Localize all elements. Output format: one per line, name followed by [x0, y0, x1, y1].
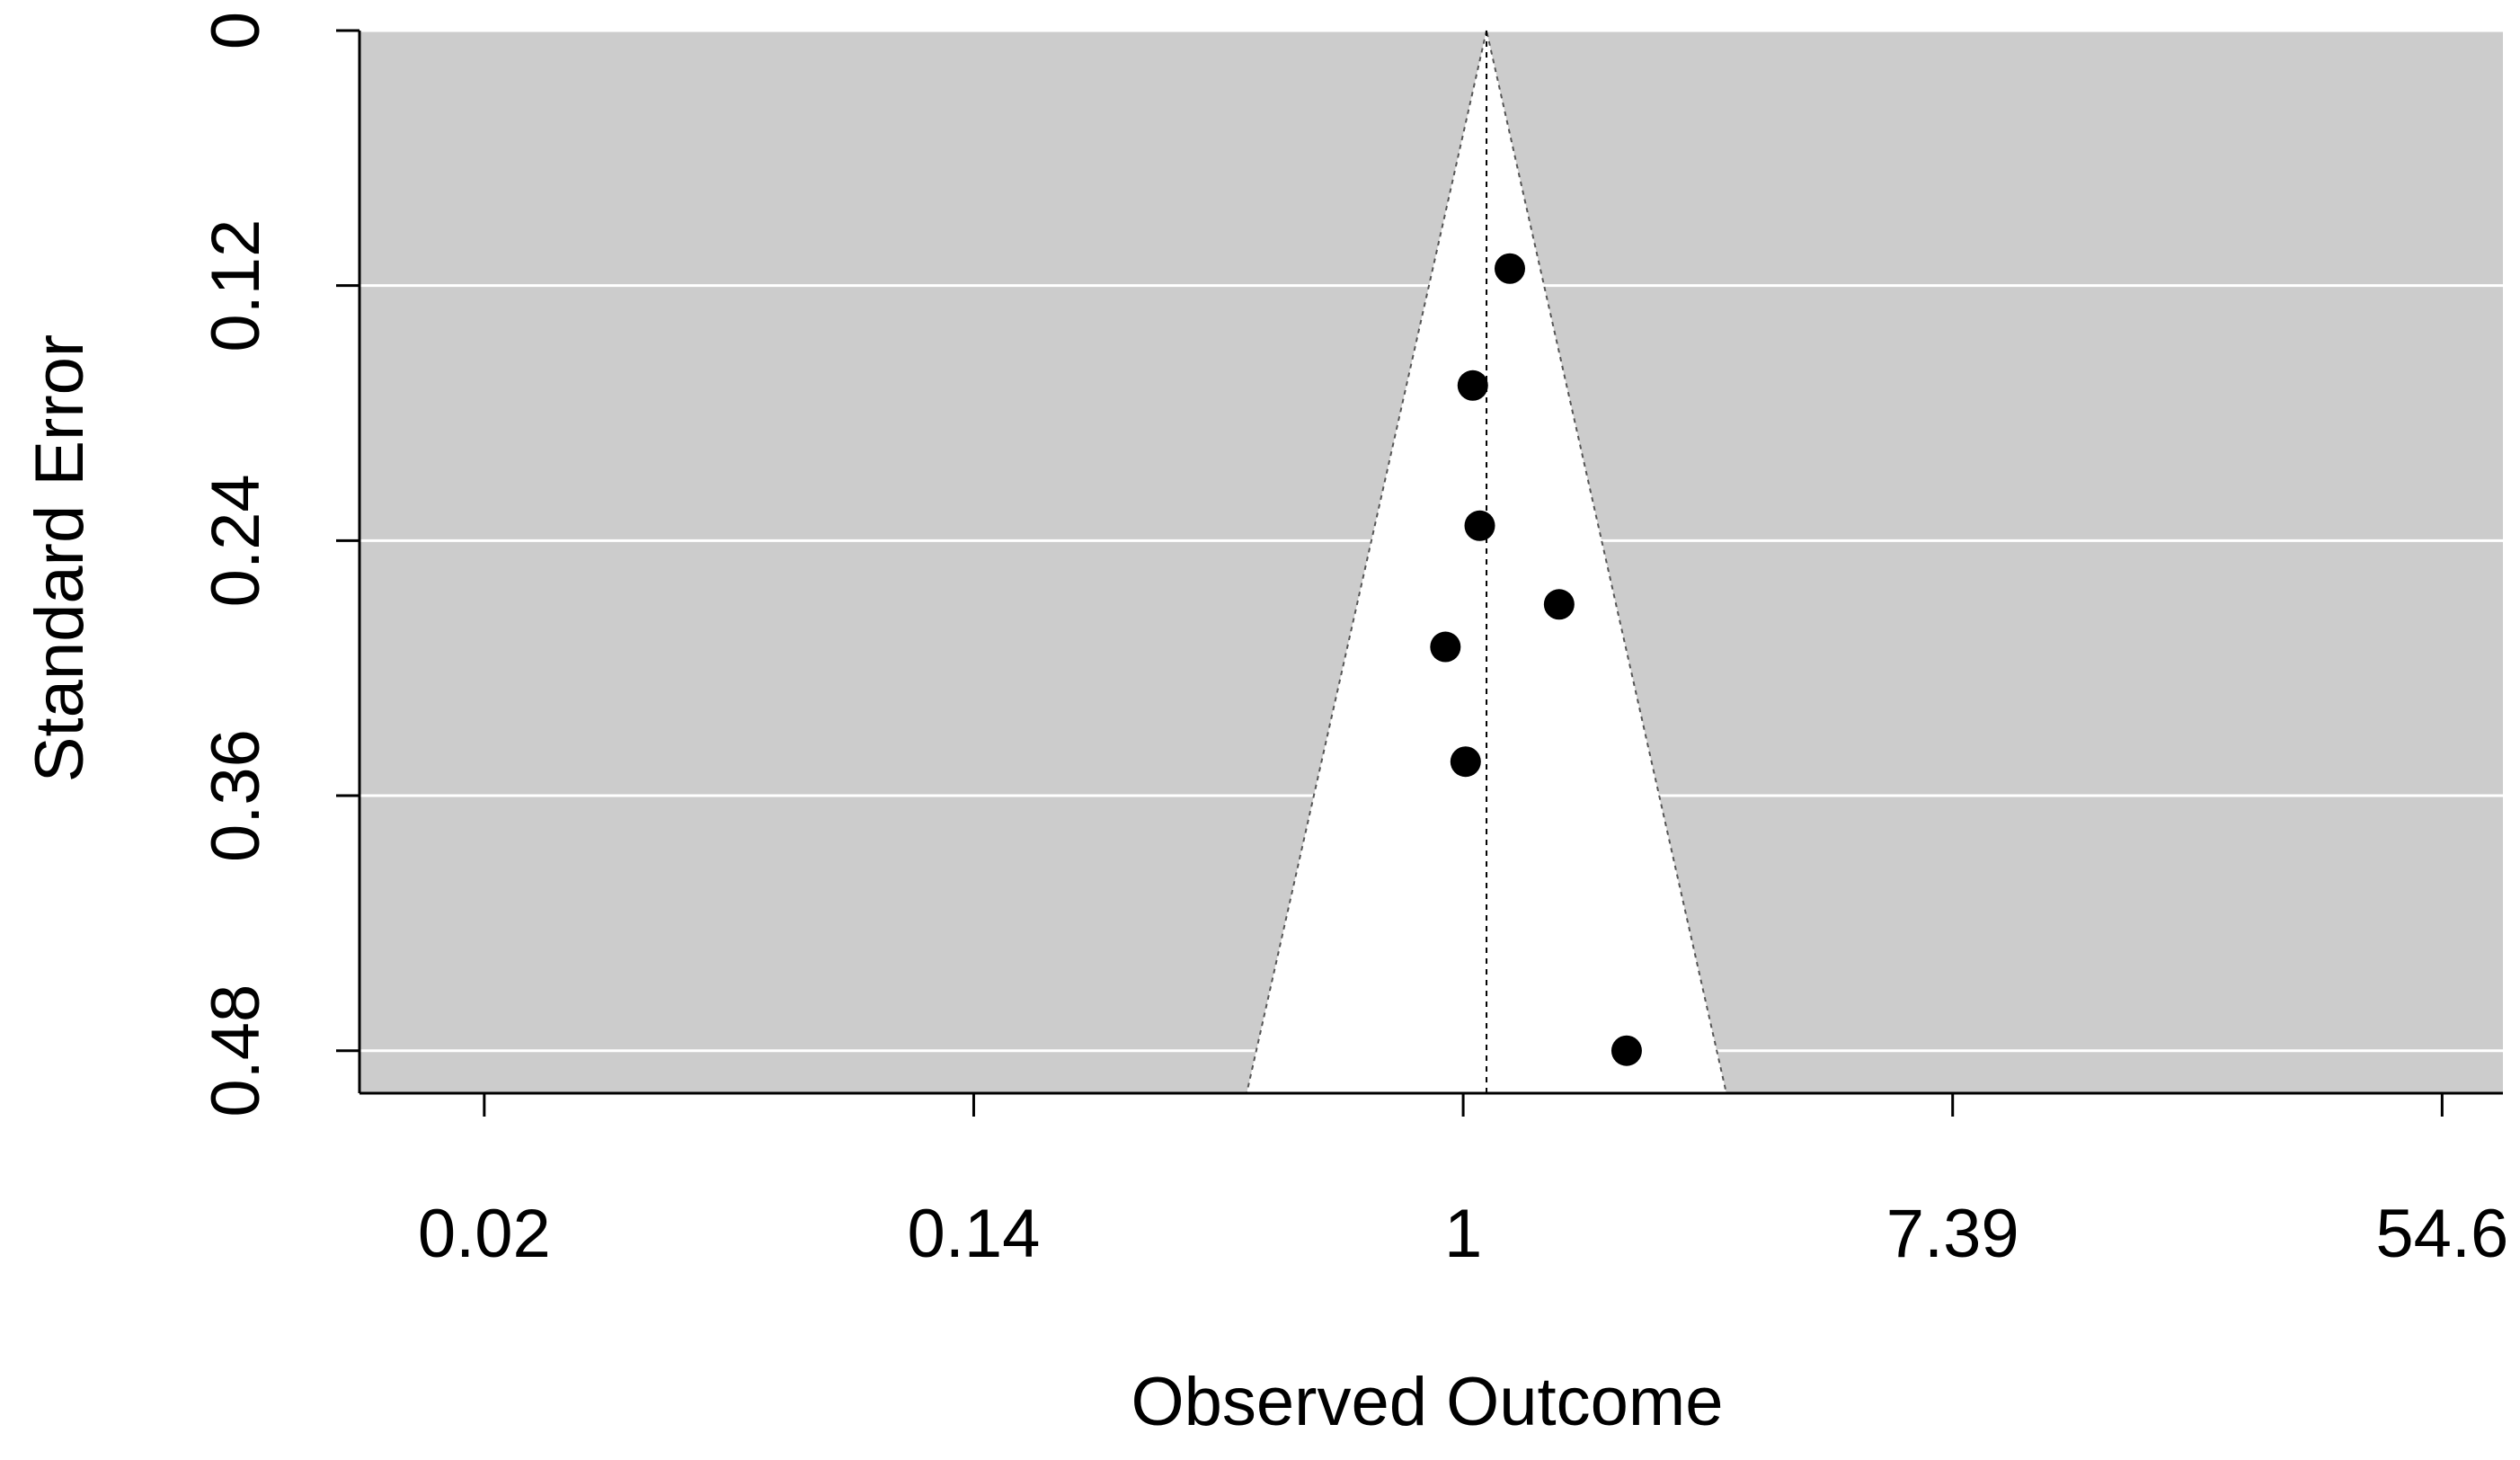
x-axis-title: Observed Outcome [1131, 1364, 1724, 1440]
data-point [1464, 510, 1495, 541]
x-tick-label: 54.6 [2375, 1196, 2508, 1272]
axes [358, 31, 2503, 1095]
y-axis-title: Standard Error [22, 334, 98, 782]
x-tick-label: 7.39 [1886, 1196, 2019, 1272]
data-point [1457, 369, 1488, 401]
y-tick-label: 0.48 [198, 984, 274, 1117]
data-point [1430, 631, 1461, 663]
data-point [1610, 1035, 1642, 1066]
data-points [1430, 253, 1642, 1066]
x-tick-label: 1 [1444, 1196, 1482, 1272]
data-point [1494, 253, 1525, 284]
y-tick-label: 0 [198, 12, 274, 49]
x-tick-label: 0.02 [418, 1196, 551, 1272]
data-point [1543, 589, 1575, 620]
y-tick-label: 0.24 [198, 474, 274, 607]
y-axis-ticks: 0 0.12 0.24 0.36 0.48 [198, 12, 359, 1117]
x-tick-label: 0.14 [908, 1196, 1041, 1272]
x-axis-ticks: 0.02 0.14 1 7.39 54.6 [418, 1093, 2508, 1272]
y-tick-label: 0.36 [198, 729, 274, 862]
data-point [1450, 746, 1481, 778]
y-tick-label: 0.12 [198, 219, 274, 352]
